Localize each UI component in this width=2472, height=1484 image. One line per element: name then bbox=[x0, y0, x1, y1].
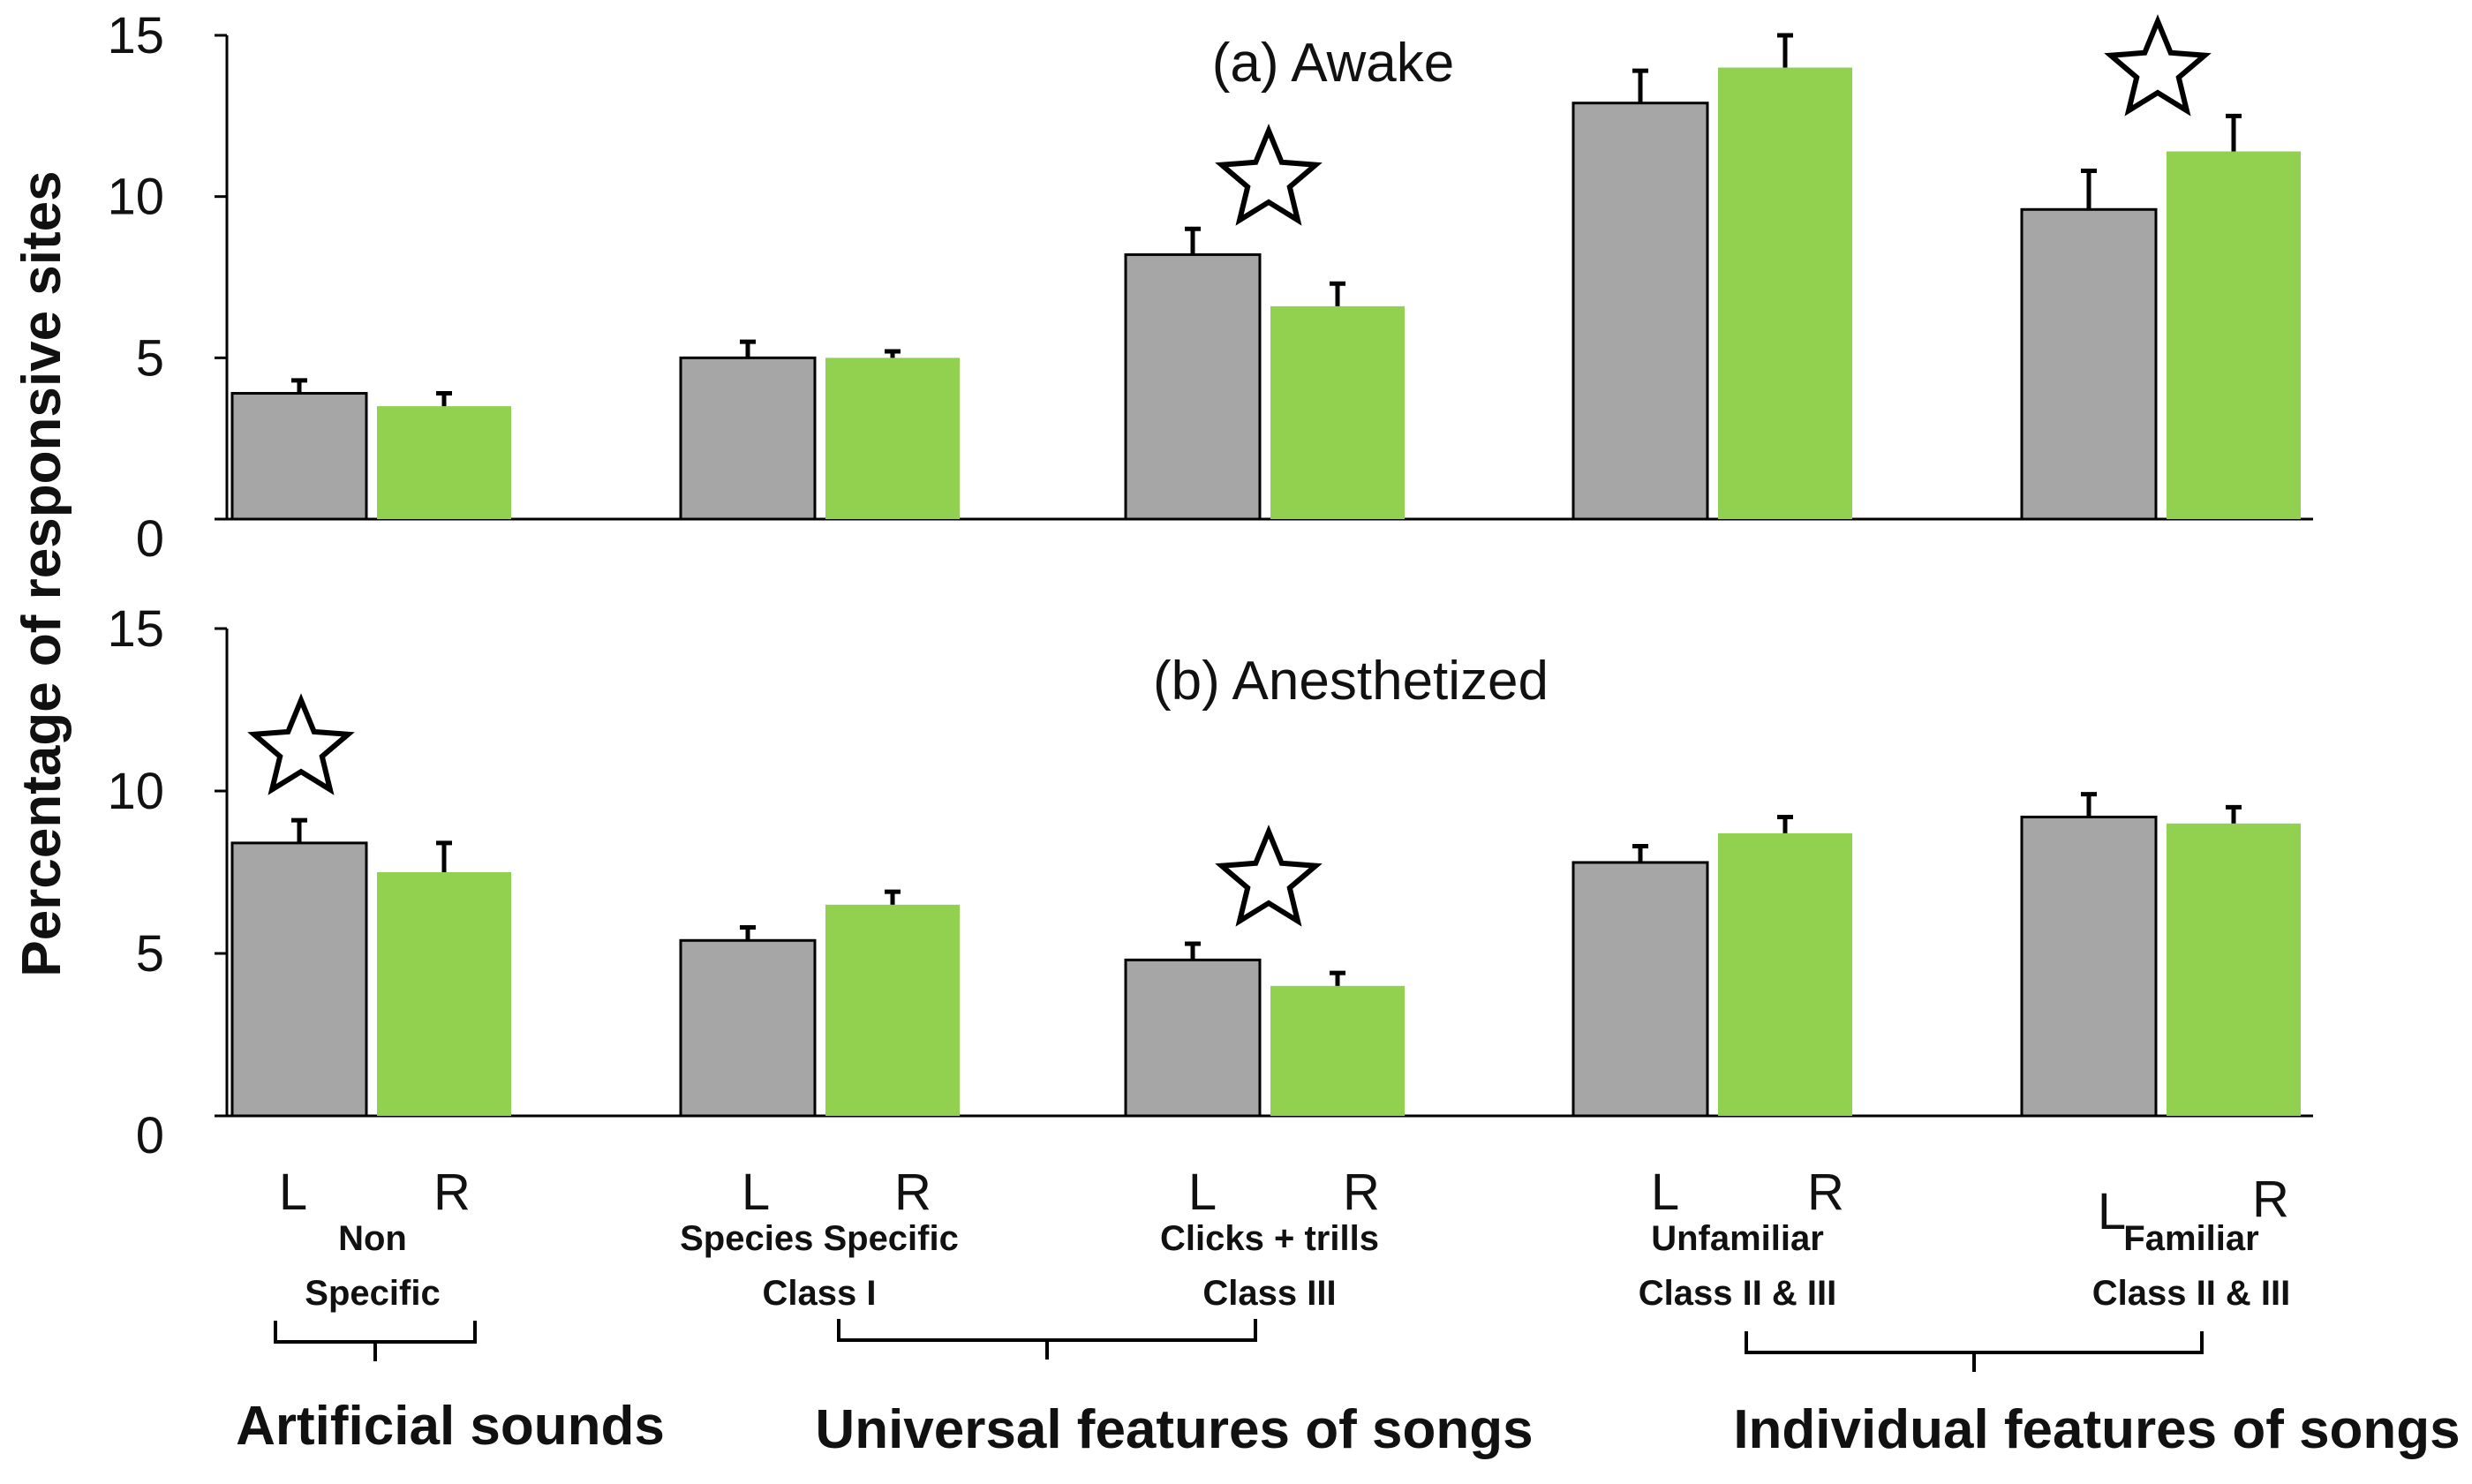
category-label-line2: Class I bbox=[763, 1274, 877, 1313]
bar-left bbox=[1124, 958, 1262, 1118]
significance-star-icon bbox=[1215, 124, 1323, 226]
pair-label-right: R bbox=[894, 1164, 931, 1221]
category-label-line1: Clicks + trills bbox=[1160, 1219, 1379, 1258]
bar-right bbox=[2167, 151, 2301, 519]
bar-right bbox=[1270, 985, 1405, 1116]
bar-right bbox=[1718, 67, 1852, 520]
group-bracket bbox=[274, 1321, 477, 1361]
category-label-line2: Class II & III bbox=[1639, 1274, 1837, 1313]
bar-left bbox=[2020, 815, 2158, 1118]
panel-title: (a) Awake bbox=[1212, 33, 1455, 94]
group-label: Universal features of songs bbox=[815, 1399, 1533, 1460]
pair-label-left: L bbox=[1188, 1164, 1217, 1221]
pair-label-right: R bbox=[1807, 1164, 1844, 1221]
bar-right bbox=[1718, 832, 1852, 1116]
category-label-line1: Species Specific bbox=[680, 1219, 959, 1258]
y-tick-label: 15 bbox=[107, 7, 164, 64]
category-label-line2: Specific bbox=[305, 1274, 440, 1313]
bar-right bbox=[2167, 823, 2301, 1116]
pair-label-left: L bbox=[279, 1164, 307, 1221]
category-label-line1: Non bbox=[338, 1219, 407, 1258]
pair-label-left: L bbox=[742, 1164, 770, 1221]
pair-label-right: R bbox=[1343, 1164, 1380, 1221]
category-label-line2: Class III bbox=[1202, 1274, 1336, 1313]
pair-label-left: L bbox=[2098, 1183, 2126, 1240]
y-tick-label: 0 bbox=[136, 1107, 164, 1164]
significance-star-icon bbox=[247, 693, 355, 795]
y-tick-label: 0 bbox=[136, 510, 164, 568]
bar-left bbox=[230, 841, 368, 1118]
bar-right bbox=[1270, 305, 1405, 519]
bar-left bbox=[679, 356, 817, 521]
bar-right bbox=[825, 904, 960, 1116]
significance-star-icon bbox=[1215, 825, 1323, 927]
y-axis-label: Percentage of responsive sites bbox=[11, 170, 72, 976]
group-label: Artificial sounds bbox=[236, 1396, 665, 1457]
bar-right bbox=[825, 358, 960, 519]
bar-left bbox=[1124, 252, 1262, 521]
y-tick-label: 10 bbox=[107, 763, 164, 820]
group-bracket bbox=[837, 1319, 1257, 1360]
bar-left bbox=[2020, 207, 2158, 521]
pair-label-left: L bbox=[1651, 1164, 1679, 1221]
category-label-line1: Familiar bbox=[2123, 1219, 2258, 1258]
significance-star-icon bbox=[2104, 14, 2212, 117]
group-label: Individual features of songs bbox=[1733, 1399, 2460, 1460]
bar-left bbox=[1571, 102, 1709, 521]
bar-left bbox=[1571, 861, 1709, 1118]
y-tick-label: 10 bbox=[107, 169, 164, 226]
bar-right bbox=[377, 406, 511, 519]
bar-right bbox=[377, 872, 511, 1116]
pair-label-right: R bbox=[433, 1164, 471, 1221]
bar-left bbox=[230, 392, 368, 521]
group-bracket bbox=[1745, 1331, 2204, 1372]
y-tick-label: 5 bbox=[136, 925, 164, 983]
bar-left bbox=[679, 938, 817, 1118]
y-tick-label: 15 bbox=[107, 600, 164, 658]
y-tick-label: 5 bbox=[136, 329, 164, 387]
category-label-line1: Unfamiliar bbox=[1651, 1219, 1824, 1258]
category-label-line2: Class II & III bbox=[2092, 1274, 2291, 1313]
panel-title: (b) Anesthetized bbox=[1153, 651, 1549, 712]
pair-label-right: R bbox=[2252, 1171, 2289, 1228]
